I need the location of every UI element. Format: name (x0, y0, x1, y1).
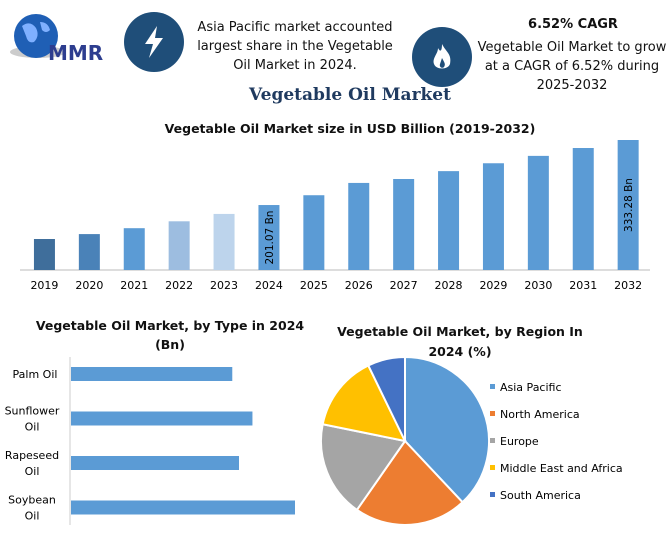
bar-2028 (438, 171, 460, 270)
bar-2030 (527, 155, 549, 270)
slice-Middle East and Africa (321, 364, 407, 443)
legend-marker-South America (490, 492, 495, 497)
bar-2019 (33, 239, 55, 270)
info-cagr: Vegetable Oil Market to grow at a CAGR o… (477, 40, 667, 93)
legend-marker-Europe (490, 438, 495, 443)
bar-Palm Oil (71, 367, 233, 381)
legend-Europe: Europe (500, 435, 539, 448)
bar-2023 (213, 213, 235, 270)
legend-marker-North America (490, 411, 495, 416)
slice-Europe (320, 423, 407, 512)
bar-2020 (78, 234, 100, 270)
y-tick-Sunflower Oil-0: Sunflower (5, 405, 60, 418)
cagr-title: 6.52% CAGR (528, 17, 618, 32)
data-label-2024: 201.07 Bn (264, 211, 276, 265)
data-label-2032: 333.28 Bn (623, 178, 635, 232)
x-tick-2019: 2019 (30, 279, 58, 292)
bar-2026 (348, 182, 370, 270)
bar-2029 (482, 163, 504, 270)
slice-Asia Pacific (404, 355, 490, 504)
bar-2021 (123, 228, 145, 270)
bar-2031 (572, 148, 594, 270)
chart2-title: Vegetable Oil Market, by Type in 2024 (B… (35, 318, 305, 352)
y-tick-Palm Oil: Palm Oil (13, 368, 58, 381)
x-tick-2025: 2025 (300, 279, 328, 292)
flame-icon (412, 27, 472, 87)
x-tick-2027: 2027 (390, 279, 418, 292)
y-tick-Rapeseed Oil-0: Rapeseed (5, 449, 59, 462)
x-tick-2030: 2030 (524, 279, 552, 292)
x-tick-2023: 2023 (210, 279, 238, 292)
x-tick-2032: 2032 (614, 279, 642, 292)
main-title: Vegetable Oil Market (249, 85, 451, 105)
y-tick-Soybean Oil-0: Soybean (8, 494, 56, 507)
bar-2022 (168, 221, 190, 270)
x-tick-2026: 2026 (345, 279, 373, 292)
x-tick-2024: 2024 (255, 279, 283, 292)
slice-North America (355, 439, 464, 526)
info-asia-pacific: Asia Pacific market accounted largest sh… (197, 20, 393, 73)
x-tick-2028: 2028 (435, 279, 463, 292)
x-tick-2029: 2029 (479, 279, 507, 292)
mmr-logo: MMR (8, 10, 120, 70)
lightning-bolt-icon (124, 12, 184, 72)
legend-marker-Asia Pacific (490, 384, 495, 389)
y-tick-Soybean Oil-1: Oil (25, 510, 40, 523)
region-pie-chart: Asia Pacific North America Europe Middle Ea… (320, 355, 623, 526)
bar-2027 (393, 178, 415, 270)
bar-2024 (258, 205, 280, 270)
bar-2025 (303, 195, 325, 270)
bar-Soybean Oil (71, 500, 295, 515)
legend-North America: North America (500, 408, 580, 421)
x-tick-2031: 2031 (569, 279, 597, 292)
chart3-title: Vegetable Oil Market, by Region In 2024 … (337, 324, 583, 359)
x-tick-2021: 2021 (120, 279, 148, 292)
x-tick-2020: 2020 (75, 279, 103, 292)
legend-marker-Middle East and Africa (490, 465, 495, 470)
y-tick-Rapeseed Oil-1: Oil (25, 465, 40, 478)
chart1-title: Vegetable Oil Market size in USD Billion… (164, 121, 536, 136)
market-size-bar-chart: 2019 2020 2021 2022 2023 2024 201.07 Bn 2025 202… (20, 140, 650, 292)
bar-Sunflower Oil (71, 411, 253, 426)
y-tick-Sunflower Oil-1: Oil (25, 421, 40, 434)
legend-Asia Pacific: Asia Pacific (500, 381, 562, 394)
slice-South America (366, 355, 406, 442)
bar-Rapeseed Oil (71, 456, 239, 470)
legend-Middle East and Africa: Middle East and Africa (500, 462, 623, 475)
bar-2032 (617, 140, 639, 270)
x-tick-2022: 2022 (165, 279, 193, 292)
type-bar-chart: Palm Oil Sunflower Oil Rapeseed Oil Soybean Oi… (5, 357, 295, 525)
legend-South America: South America (500, 489, 581, 502)
svg-text:MMR: MMR (48, 41, 103, 65)
